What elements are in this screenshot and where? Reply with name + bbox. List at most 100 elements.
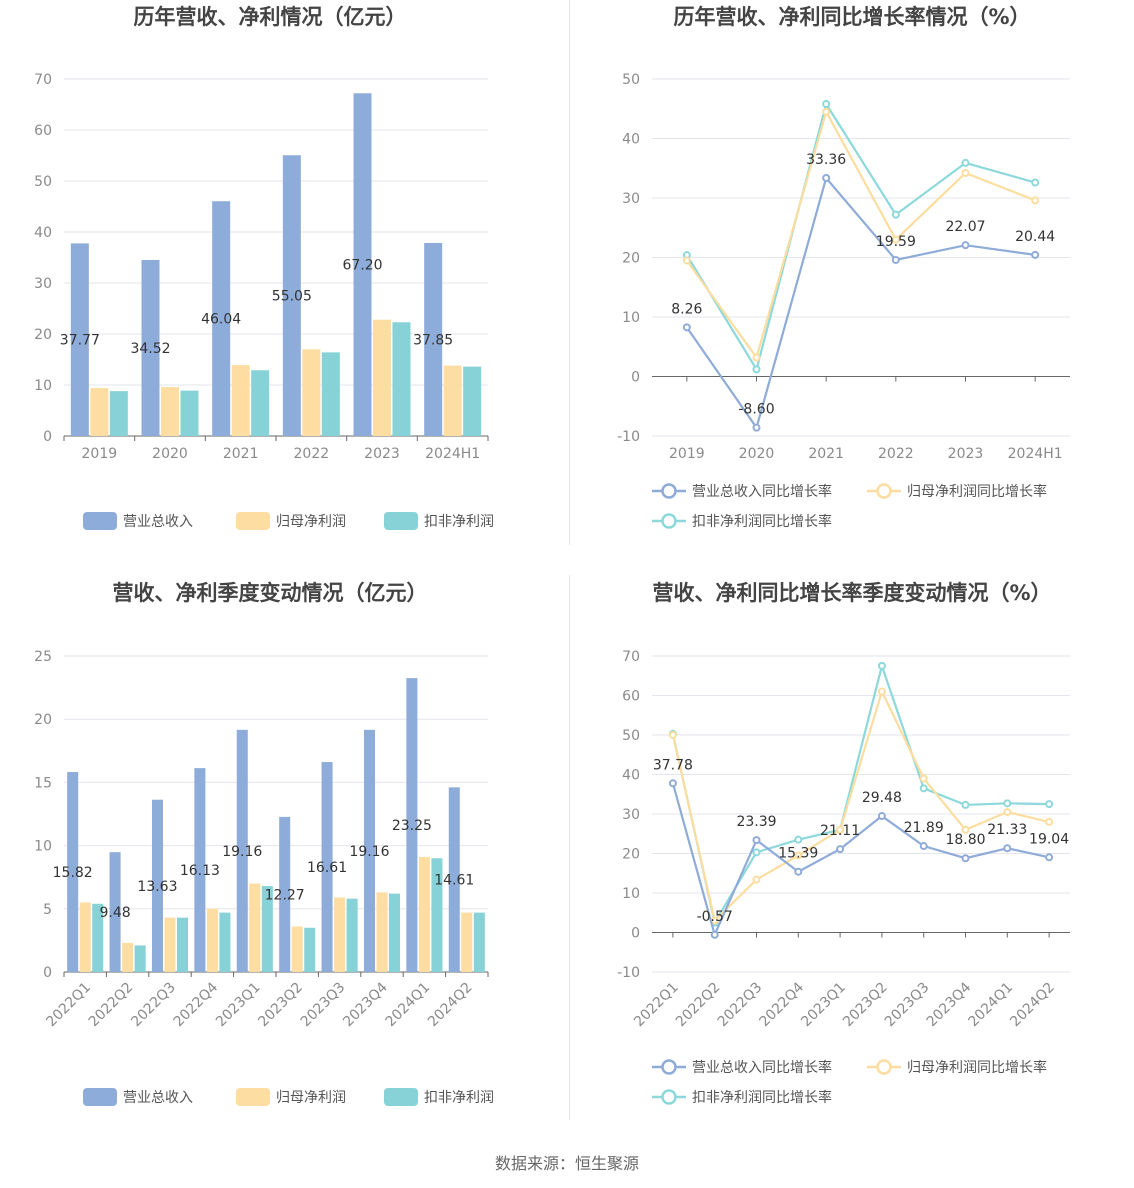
bar-deducted-profit — [392, 322, 411, 436]
bar-deducted-profit — [92, 903, 104, 972]
bar-revenue — [424, 242, 443, 436]
line-point — [836, 825, 845, 834]
bar-revenue — [194, 768, 206, 972]
line-value-label: 18.80 — [945, 832, 985, 848]
legend-marker — [661, 483, 677, 499]
line-value-label: 19.59 — [876, 234, 916, 250]
y-tick-label: 5 — [43, 902, 52, 918]
bar-revenue — [321, 762, 333, 972]
y-tick-label: 60 — [622, 689, 640, 705]
line-point — [891, 210, 900, 219]
line-point — [961, 169, 970, 178]
line-value-label: 37.78 — [653, 757, 693, 773]
line-point — [961, 854, 970, 863]
bar-net-profit — [164, 917, 176, 972]
line-point — [877, 661, 886, 670]
x-tick-label: 2023Q1 — [213, 980, 264, 1031]
y-tick-label: 10 — [622, 886, 640, 902]
x-tick-label: 2019 — [82, 446, 118, 462]
line-value-label: 21.33 — [987, 822, 1027, 838]
column-divider-bottom — [569, 575, 570, 1120]
line-series-revenue-growth — [685, 175, 1036, 431]
y-tick-label: 20 — [34, 327, 52, 343]
y-tick-label: 40 — [34, 225, 52, 241]
chart-title: 历年营收、净利同比增长率情况（%） — [673, 5, 1030, 29]
line-value-label: 21.89 — [904, 820, 944, 836]
bar-value-label: 12.27 — [265, 887, 305, 903]
bar-value-label: 14.61 — [434, 873, 474, 889]
y-tick-label: -10 — [617, 429, 640, 445]
legend-label: 归母净利润同比增长率 — [907, 483, 1047, 500]
x-tick-label: 2022Q3 — [128, 980, 179, 1031]
bar-net-profit — [161, 387, 179, 436]
bar-revenue — [151, 799, 163, 972]
bar-deducted-profit — [431, 858, 443, 972]
legend-label: 归母净利润 — [276, 513, 346, 530]
y-tick-label: 25 — [34, 649, 52, 665]
x-tick-label: 2022Q1 — [43, 980, 94, 1031]
line-value-label: -8.60 — [738, 402, 774, 418]
bar-deducted-profit — [346, 898, 358, 972]
x-tick-label: 2023Q2 — [840, 980, 891, 1031]
bar-value-label: 13.63 — [137, 879, 177, 895]
y-tick-label: 0 — [631, 370, 640, 386]
bar-deducted-profit — [109, 391, 128, 436]
bar-value-label: 23.25 — [392, 818, 432, 834]
y-tick-label: 70 — [34, 72, 52, 88]
line-point — [1045, 853, 1054, 862]
x-tick-label: 2023Q3 — [298, 980, 349, 1031]
line-point — [794, 835, 803, 844]
x-tick-label: 2022Q3 — [715, 980, 766, 1031]
x-tick-label: 2023Q2 — [255, 980, 306, 1031]
line-series-net-profit-growth — [671, 688, 1050, 923]
legend-label: 营业总收入 — [123, 1090, 193, 1106]
bar-net-profit — [302, 349, 321, 436]
line-point — [794, 867, 803, 876]
line-point — [682, 256, 691, 265]
bar-value-label: 37.85 — [413, 332, 453, 348]
line-point — [668, 779, 677, 788]
bar-net-profit — [79, 902, 91, 972]
x-tick-label: 2024Q1 — [966, 980, 1017, 1031]
bar-revenue — [282, 155, 301, 436]
line-point — [891, 235, 900, 244]
x-tick-label: 2024Q2 — [1007, 980, 1058, 1031]
line-point — [1045, 800, 1054, 809]
bar-deducted-profit — [321, 352, 340, 436]
line-point — [919, 842, 928, 851]
line-value-label: 23.39 — [736, 814, 776, 830]
quarterly-revenue-profit-bar-chart: 营收、净利季度变动情况（亿元）05101520252022Q12022Q2202… — [34, 581, 494, 1106]
bar-net-profit — [206, 908, 218, 972]
bar-net-profit — [122, 942, 134, 972]
line-point — [961, 825, 970, 834]
bar-value-label: 55.05 — [272, 289, 312, 305]
y-tick-label: 70 — [622, 649, 640, 665]
bar-revenue — [67, 772, 79, 972]
bar-value-label: 15.82 — [53, 865, 93, 881]
line-point — [752, 875, 761, 884]
bar-net-profit — [90, 388, 109, 436]
x-tick-label: 2024Q1 — [383, 980, 434, 1031]
line-point — [752, 353, 761, 362]
bar-revenue — [141, 259, 160, 436]
x-tick-label: 2022Q2 — [86, 980, 137, 1031]
x-tick-label: 2021 — [223, 446, 259, 462]
legend-marker — [661, 1059, 677, 1075]
bar-net-profit — [291, 926, 303, 972]
line-point — [961, 241, 970, 250]
x-tick-label: 2023Q4 — [340, 979, 391, 1030]
y-tick-label: 50 — [622, 728, 640, 744]
bar-net-profit — [231, 365, 250, 436]
bar-revenue — [279, 816, 291, 972]
legend-swatch — [384, 1088, 418, 1106]
bar-value-label: 16.61 — [307, 860, 347, 876]
y-tick-label: 10 — [622, 310, 640, 326]
bar-deducted-profit — [473, 912, 485, 972]
line-value-label: 22.07 — [945, 219, 985, 235]
y-tick-label: 0 — [43, 965, 52, 981]
bar-value-label: 34.52 — [130, 341, 170, 357]
line-point — [919, 784, 928, 793]
line-series-deducted-profit-growth — [685, 101, 1036, 373]
bar-revenue — [236, 729, 248, 972]
y-tick-label: 50 — [34, 174, 52, 190]
